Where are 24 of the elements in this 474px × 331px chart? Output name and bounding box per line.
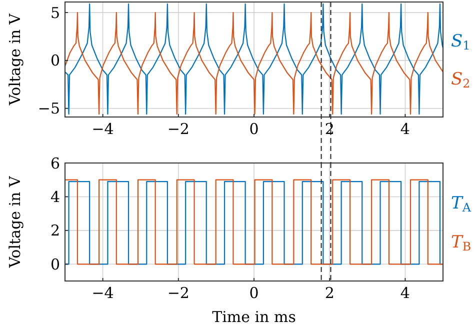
y-tick-label: 4 — [50, 188, 60, 206]
y-axis-title: Voltage in V — [6, 175, 24, 269]
series-label: S$_{1}$ — [451, 31, 470, 52]
series-label: T$_{B}$ — [451, 232, 472, 254]
series-label: S$_{2}$ — [451, 70, 470, 91]
x-tick-label: −2 — [167, 284, 190, 302]
series-label: T$_{A}$ — [451, 193, 472, 214]
y-tick-label: 2 — [50, 222, 60, 240]
y-tick-label: 5 — [50, 4, 60, 22]
x-tick-label: −4 — [92, 284, 114, 302]
x-tick-label: 2 — [324, 284, 334, 302]
x-tick-label: 2 — [324, 120, 334, 138]
x-tick-label: −4 — [92, 120, 114, 138]
y-tick-label: 6 — [50, 154, 60, 172]
x-tick-label: 0 — [249, 284, 259, 302]
x-tick-label: −2 — [167, 120, 190, 138]
x-tick-label: 4 — [400, 284, 410, 302]
y-tick-label: 0 — [50, 255, 60, 274]
y-axis-title: Voltage in V — [6, 12, 24, 106]
x-tick-label: 0 — [249, 120, 259, 138]
x-tick-label: 4 — [400, 120, 410, 138]
x-axis-title: Time in ms — [212, 308, 296, 326]
y-tick-label: 0 — [50, 52, 60, 70]
y-tick-label: −5 — [38, 100, 60, 118]
